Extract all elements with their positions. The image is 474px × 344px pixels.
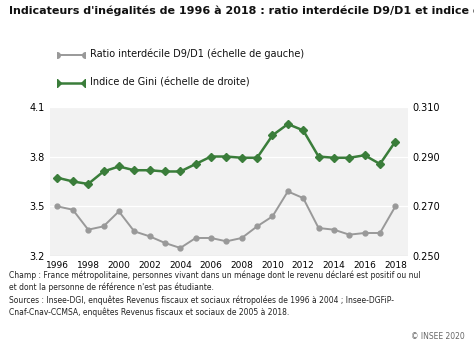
Text: Champ : France métropolitaine, personnes vivant dans un ménage dont le revenu dé: Champ : France métropolitaine, personnes… [9, 270, 421, 317]
Text: © INSEE 2020: © INSEE 2020 [411, 332, 465, 341]
Text: Ratio interdécile D9/D1 (échelle de gauche): Ratio interdécile D9/D1 (échelle de gauc… [90, 48, 304, 58]
Text: Indicateurs d'inégalités de 1996 à 2018 : ratio interdécile D9/D1 et indice de G: Indicateurs d'inégalités de 1996 à 2018 … [9, 5, 474, 16]
Text: Indice de Gini (échelle de droite): Indice de Gini (échelle de droite) [90, 77, 250, 88]
